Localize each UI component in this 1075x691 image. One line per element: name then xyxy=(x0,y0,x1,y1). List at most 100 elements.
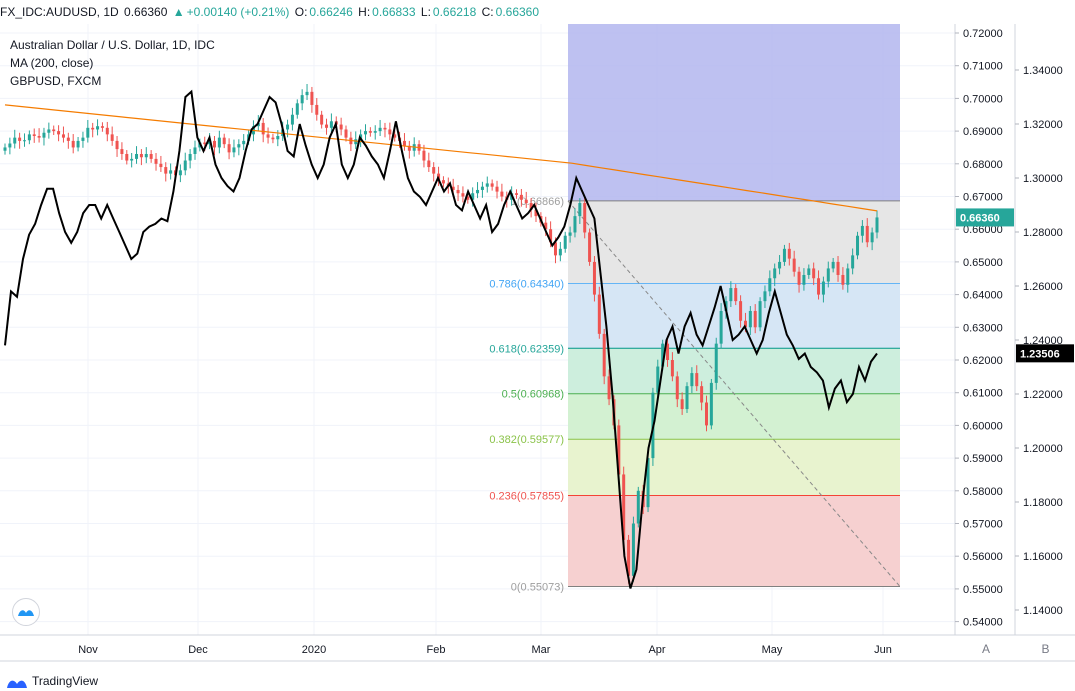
y-tick-label-audusd: 0.56000 xyxy=(963,551,1003,563)
candle-body xyxy=(42,132,46,138)
fib-label: 0.382(0.59577) xyxy=(489,434,564,446)
zoom-icon[interactable] xyxy=(12,598,40,626)
candle-body xyxy=(500,191,504,197)
candle-body xyxy=(792,258,796,272)
tradingview-logo-icon xyxy=(7,680,27,688)
candle-body xyxy=(549,229,553,243)
candle-body xyxy=(271,137,275,140)
candle-body xyxy=(495,186,499,192)
candle-body xyxy=(773,268,777,279)
candle-body xyxy=(427,160,431,168)
candle-body xyxy=(432,167,436,174)
fib-band xyxy=(568,495,900,587)
chart-legend: Australian Dollar / U.S. Dollar, 1D, IDC… xyxy=(10,36,215,90)
y-tick-label-audusd: 0.66000 xyxy=(963,224,1003,236)
candle-body xyxy=(856,235,860,256)
x-tick-label: Feb xyxy=(427,644,446,656)
legend-title[interactable]: Australian Dollar / U.S. Dollar, 1D, IDC xyxy=(10,38,215,52)
candle-body xyxy=(383,127,387,130)
candle-body xyxy=(787,248,791,259)
legend-ma[interactable]: MA (200, close) xyxy=(10,56,94,70)
y-tick-label-audusd: 0.59000 xyxy=(963,453,1003,465)
candle-body xyxy=(130,158,134,161)
candle-body xyxy=(373,131,377,133)
y-tick-label-audusd: 0.61000 xyxy=(963,388,1003,400)
symbol-header: FX_IDC:AUDUSD, 1D 0.66360 ▲ +0.00140 (+0.… xyxy=(0,0,1075,24)
low-value: 0.66218 xyxy=(432,5,477,19)
candle-body xyxy=(149,153,153,159)
y-tick-label-audusd: 0.72000 xyxy=(963,28,1003,40)
candle-body xyxy=(851,255,855,269)
gbpusd-compare-line xyxy=(4,89,878,589)
candle-body xyxy=(91,127,95,130)
audusd-price-badge xyxy=(956,208,1014,227)
y-tick-label-gbpusd: 1.28000 xyxy=(1023,227,1063,239)
candle-body xyxy=(3,147,7,151)
candle-body xyxy=(329,121,333,128)
y-tick-label-audusd: 0.58000 xyxy=(963,486,1003,498)
y-tick-label-audusd: 0.55000 xyxy=(963,584,1003,596)
candle-body xyxy=(636,490,640,524)
candle-body xyxy=(37,136,41,138)
candle-body xyxy=(363,131,367,135)
candle-body xyxy=(695,373,699,387)
candle-body xyxy=(875,217,879,233)
candle-body xyxy=(344,129,348,138)
candle-body xyxy=(466,196,470,200)
x-tick-label: 2020 xyxy=(302,644,326,656)
candle-body xyxy=(393,134,397,138)
candle-body xyxy=(32,134,36,137)
fib-label: 0(0.55073) xyxy=(511,582,564,594)
candle-body xyxy=(388,129,392,135)
candle-body xyxy=(631,523,635,576)
candle-body xyxy=(52,129,56,132)
x-tick-label: Apr xyxy=(648,644,665,656)
candle-body xyxy=(714,343,718,383)
candle-body xyxy=(110,134,114,141)
candle-body xyxy=(490,183,494,187)
candle-body xyxy=(519,194,523,200)
candle-body xyxy=(276,136,280,140)
candle-body xyxy=(476,189,480,194)
candle-body xyxy=(325,124,329,128)
candle-body xyxy=(71,140,75,148)
symbol-label[interactable]: FX_IDC:AUDUSD, 1D xyxy=(0,5,119,19)
candle-body xyxy=(870,232,874,243)
candle-body xyxy=(135,153,139,159)
x-tick-label: Mar xyxy=(532,644,551,656)
candle-body xyxy=(700,386,704,403)
y-tick-label-audusd: 0.71000 xyxy=(963,61,1003,73)
candle-body xyxy=(817,278,821,295)
legend-compare[interactable]: GBPUSD, FXCM xyxy=(10,74,102,88)
candle-body xyxy=(534,209,538,217)
candle-body xyxy=(139,153,143,158)
candle-body xyxy=(339,124,343,130)
candle-body xyxy=(836,261,840,275)
candle-body xyxy=(826,268,830,282)
candle-body xyxy=(154,158,158,164)
y-tick-label-gbpusd: 1.30000 xyxy=(1023,173,1063,185)
candle-body xyxy=(125,153,129,161)
candle-body xyxy=(690,373,694,387)
fib-label: 0.786(0.64340) xyxy=(489,278,564,290)
y-tick-label-audusd: 0.57000 xyxy=(963,519,1003,531)
candle-body xyxy=(607,376,611,400)
candle-body xyxy=(768,278,772,292)
candle-body xyxy=(597,294,601,334)
candle-body xyxy=(480,186,484,190)
candle-body xyxy=(169,170,173,174)
candle-body xyxy=(865,225,869,243)
candle-body xyxy=(568,232,572,236)
y-tick-label-audusd: 0.62000 xyxy=(963,355,1003,367)
candle-body xyxy=(602,333,606,377)
gbpusd-price-badge-text: 1.23506 xyxy=(1020,348,1060,360)
candle-body xyxy=(441,180,445,184)
y-tick-label-audusd: 0.70000 xyxy=(963,93,1003,105)
scale-button-b[interactable]: B xyxy=(1041,642,1050,656)
brand-label[interactable]: TradingView xyxy=(32,674,99,688)
high-label: H: xyxy=(358,5,371,19)
scale-button-a[interactable]: A xyxy=(981,642,990,656)
y-tick-label-gbpusd: 1.24000 xyxy=(1023,335,1063,347)
candle-body xyxy=(120,149,124,154)
